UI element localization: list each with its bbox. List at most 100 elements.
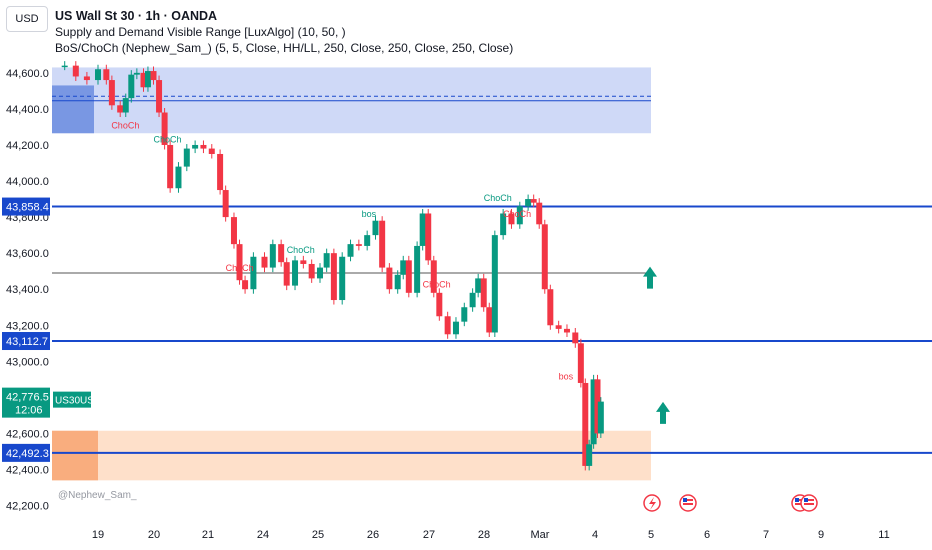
x-tick-label: 11 xyxy=(878,529,889,541)
y-tick-label: 44,000.0 xyxy=(6,176,49,188)
up-arrow-icon xyxy=(643,266,657,289)
candle-body xyxy=(541,224,548,290)
candle-body xyxy=(530,199,537,203)
level-price-label: 43,112.7 xyxy=(6,336,48,348)
candle-body xyxy=(491,235,498,333)
structure-label: ChoCh xyxy=(154,134,182,144)
zones-layer xyxy=(52,67,651,481)
candle-body xyxy=(536,202,543,225)
watermark: @Nephew_Sam_ xyxy=(58,490,137,501)
demand-zone xyxy=(52,430,651,481)
candle-body xyxy=(444,316,451,335)
x-tick-label: Mar xyxy=(531,529,550,541)
candle-body xyxy=(486,307,493,333)
candle-body xyxy=(339,256,346,301)
candle-body xyxy=(72,65,79,77)
y-tick-label: 43,200.0 xyxy=(6,320,49,332)
level-price-tag xyxy=(2,443,50,462)
indicator-supply-demand[interactable]: Supply and Demand Visible Range [LuxAlgo… xyxy=(55,25,346,39)
candle-body xyxy=(150,71,157,81)
symbol-label: US30USD xyxy=(55,396,101,407)
x-tick-label: 6 xyxy=(704,529,710,541)
y-tick-label: 44,600.0 xyxy=(6,68,49,80)
candle-body xyxy=(108,80,115,106)
structure-label: ChoCh xyxy=(423,279,451,289)
y-tick-label: 42,400.0 xyxy=(6,465,49,477)
candle-body xyxy=(400,260,407,275)
candles-layer xyxy=(61,61,604,471)
candle-body xyxy=(192,144,199,149)
y-tick-label: 43,400.0 xyxy=(6,284,49,296)
structure-label: bos xyxy=(362,209,377,219)
candle-body xyxy=(372,220,379,236)
candle-body xyxy=(347,244,354,257)
candle-body xyxy=(330,253,337,301)
candle-body xyxy=(133,72,140,75)
candle-body xyxy=(436,292,443,317)
x-axis: 19 20 21 24 25 26 27 28 Mar 4 5 6 7 9 11 xyxy=(92,529,890,541)
candle-body xyxy=(156,80,163,113)
candle-body xyxy=(269,244,276,268)
x-tick-label: 7 xyxy=(763,529,769,541)
y-tick-label: 44,200.0 xyxy=(6,140,49,152)
candle-body xyxy=(200,144,207,149)
x-tick-label: 5 xyxy=(648,529,654,541)
us-flag-stripe xyxy=(804,503,814,505)
candle-body xyxy=(183,148,190,167)
x-tick-label: 19 xyxy=(92,529,104,541)
candle-body xyxy=(323,253,330,268)
candle-body xyxy=(292,260,299,286)
candle-body xyxy=(128,74,135,99)
structure-label: ChoCh xyxy=(503,209,531,219)
x-tick-label: 9 xyxy=(818,529,824,541)
candle-body xyxy=(597,401,604,434)
candle-body xyxy=(364,235,371,246)
candle-body xyxy=(208,148,215,154)
levels-layer xyxy=(52,205,932,454)
candle-body xyxy=(167,144,174,189)
events-layer xyxy=(643,494,818,512)
chart-title[interactable]: US Wall St 30 · 1h · OANDA xyxy=(55,9,218,23)
candle-body xyxy=(355,244,362,246)
candle-body xyxy=(480,278,487,308)
structure-label: ChoCh xyxy=(111,121,139,131)
up-arrow-icon xyxy=(656,401,670,424)
chart-legend: US Wall St 30 · 1h · OANDA Supply and De… xyxy=(55,8,513,56)
candle-body xyxy=(582,382,589,466)
level-price-tag xyxy=(2,332,50,351)
level-price-tag xyxy=(2,197,50,216)
currency-button[interactable]: USD xyxy=(6,6,48,32)
candle-body xyxy=(586,444,593,466)
candle-body xyxy=(469,292,476,308)
candle-body xyxy=(386,267,393,290)
candle-body xyxy=(236,244,243,281)
candle-body xyxy=(250,256,257,290)
us-flag-stripe xyxy=(795,499,805,501)
level-price-label: 43,858.4 xyxy=(6,202,49,214)
candle-body xyxy=(222,190,229,218)
structure-label: bos xyxy=(559,371,574,381)
candle-body xyxy=(461,307,468,322)
x-tick-label: 28 xyxy=(478,529,490,541)
y-tick-label: 42,200.0 xyxy=(6,501,49,513)
candle-body xyxy=(261,256,268,268)
x-tick-label: 20 xyxy=(148,529,160,541)
candle-body xyxy=(140,72,147,88)
x-tick-label: 27 xyxy=(423,529,435,541)
candle-body xyxy=(217,153,224,191)
candle-body xyxy=(122,98,129,113)
candle-body xyxy=(419,213,426,246)
y-tick-label: 42,600.0 xyxy=(6,428,49,440)
x-tick-label: 21 xyxy=(202,529,214,541)
level-price-label: 42,492.3 xyxy=(6,448,49,460)
indicator-bos-choch[interactable]: BoS/ChoCh (Nephew_Sam_) (5, 5, Close, HH… xyxy=(55,41,514,55)
candle-body xyxy=(61,65,68,68)
countdown-label: 12:06 xyxy=(15,405,43,417)
us-flag-stripe xyxy=(683,503,693,505)
y-tick-label: 43,600.0 xyxy=(6,248,49,260)
candle-body xyxy=(175,166,182,189)
demand-volume-profile xyxy=(52,430,98,481)
candle-body xyxy=(547,289,554,326)
candle-body xyxy=(475,278,482,293)
